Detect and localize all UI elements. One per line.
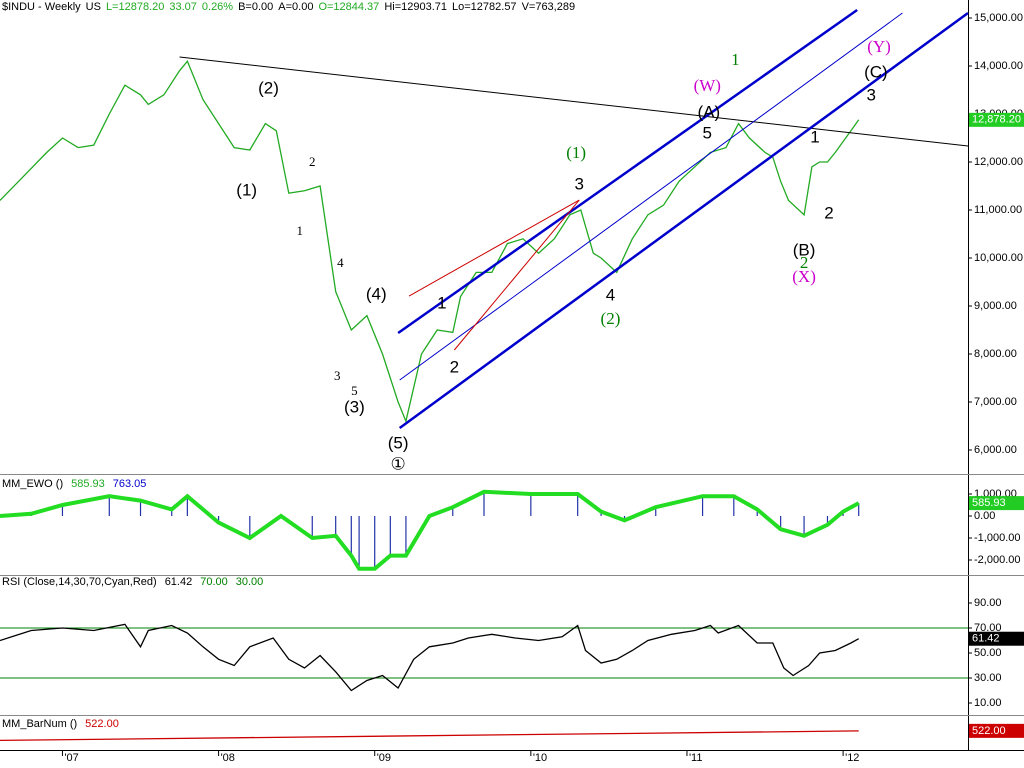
x-tick-label: '08 bbox=[221, 752, 235, 764]
trend-line bbox=[397, 8, 858, 335]
last-value-label: 12,878.20 bbox=[972, 114, 1021, 126]
last-value-box bbox=[969, 112, 1024, 127]
y-tick-label: 0.00 bbox=[974, 510, 995, 522]
wave-label: 3 bbox=[866, 85, 875, 104]
y-tick-label: -1,000.00 bbox=[974, 532, 1020, 544]
panel-legend: 585.93 bbox=[71, 478, 105, 490]
header-text: $INDU - Weekly bbox=[2, 1, 81, 13]
wave-label: (1) bbox=[236, 180, 257, 199]
trend-line bbox=[453, 199, 580, 351]
wave-label: (5) bbox=[388, 433, 409, 452]
header-text: A=0.00 bbox=[278, 1, 313, 13]
last-value-label: 585.93 bbox=[972, 497, 1006, 509]
series-line bbox=[0, 730, 859, 742]
wave-label: (1) bbox=[566, 143, 586, 162]
y-tick-label: 30.00 bbox=[974, 672, 1002, 684]
wave-label: ① bbox=[391, 454, 406, 473]
oscillator-line bbox=[0, 489, 860, 571]
wave-label: 4 bbox=[606, 285, 615, 304]
wave-label: 1 bbox=[297, 223, 304, 238]
x-tick-label: '11 bbox=[689, 752, 703, 764]
y-tick-label: 11,000.00 bbox=[974, 204, 1022, 216]
header-text: 0.26% bbox=[202, 1, 233, 13]
last-value-label: 61.42 bbox=[972, 633, 1000, 645]
trend-line bbox=[398, 11, 969, 430]
y-tick-label: 12,000.00 bbox=[974, 156, 1023, 168]
panel-legend: MM_EWO () bbox=[2, 478, 63, 490]
header-text: V=763,289 bbox=[522, 1, 576, 13]
wave-label: (A) bbox=[697, 102, 720, 121]
y-tick-label: 14,000.00 bbox=[974, 60, 1023, 72]
y-tick-label: 7,000.00 bbox=[974, 396, 1017, 408]
wave-label: 1 bbox=[810, 127, 819, 146]
wave-label: 3 bbox=[334, 368, 341, 383]
y-tick-label: 70.00 bbox=[974, 622, 1002, 634]
last-value-box bbox=[969, 496, 1024, 511]
wave-label: (W) bbox=[694, 76, 721, 95]
wave-label: 1 bbox=[437, 293, 446, 312]
wave-label: (C) bbox=[864, 62, 888, 81]
y-tick-label: 10,000.00 bbox=[974, 252, 1023, 264]
wave-label: 3 bbox=[575, 174, 584, 193]
trend-line bbox=[179, 56, 969, 147]
header-text: B=0.00 bbox=[238, 1, 273, 13]
y-tick-label: 50.00 bbox=[974, 647, 1002, 659]
wave-label: (X) bbox=[792, 267, 816, 286]
header-text: US bbox=[86, 1, 101, 13]
trend-line bbox=[399, 12, 903, 381]
panel: 90.00 70.00 50.00 30.00 10.00 RSI (Close,14,3… bbox=[0, 576, 1024, 709]
wave-label: 2 bbox=[800, 253, 809, 272]
trend-line bbox=[408, 199, 580, 297]
wave-label: 4 bbox=[337, 255, 344, 270]
header-text: L=12878.20 bbox=[106, 1, 164, 13]
panel-legend: 763.05 bbox=[113, 478, 147, 490]
wave-label: 2 bbox=[309, 154, 316, 169]
panel-legend: 30.00 bbox=[236, 576, 264, 588]
y-tick-label: 90.00 bbox=[974, 597, 1002, 609]
panel-legend: 61.42 bbox=[165, 576, 193, 588]
y-tick-label: 8,000.00 bbox=[974, 348, 1017, 360]
y-tick-label: -2,000.00 bbox=[974, 554, 1020, 566]
wave-label: 5 bbox=[703, 123, 712, 142]
wave-label: (Y) bbox=[867, 37, 891, 56]
header-text: Hi=12903.71 bbox=[384, 1, 447, 13]
wave-label: 2 bbox=[450, 357, 459, 376]
last-value-box bbox=[969, 723, 1024, 738]
header-text: O=12844.37 bbox=[318, 1, 379, 13]
panel: MM_BarNum () 522.00 522.00 '07 '08 '09 '10 '11 '… bbox=[0, 718, 1024, 764]
header-text: 33.07 bbox=[169, 1, 197, 13]
wave-label: 5 bbox=[351, 383, 358, 398]
x-tick-label: '10 bbox=[533, 752, 547, 764]
last-value-box bbox=[969, 631, 1024, 646]
panel-legend: 70.00 bbox=[200, 576, 228, 588]
y-tick-label: 9,000.00 bbox=[974, 300, 1017, 312]
last-value-label: 522.00 bbox=[972, 725, 1006, 737]
series-line bbox=[0, 623, 860, 692]
wave-label: (2) bbox=[258, 78, 279, 97]
y-tick-label: 6,000.00 bbox=[974, 444, 1017, 456]
wave-label: 1 bbox=[731, 50, 740, 69]
panel-legend: MM_BarNum () bbox=[2, 718, 77, 730]
panel-legend: 522.00 bbox=[85, 718, 119, 730]
panel-legend: RSI (Close,14,30,70,Cyan,Red) bbox=[2, 576, 157, 588]
y-tick-label: 15,000.00 bbox=[974, 12, 1023, 24]
series-line bbox=[0, 59, 860, 424]
wave-label: (4) bbox=[366, 284, 387, 303]
x-tick-label: '07 bbox=[64, 752, 78, 764]
x-tick-label: '12 bbox=[845, 752, 859, 764]
wave-label: (3) bbox=[344, 397, 365, 416]
panel: 6,000.00 7,000.00 8,000.00 9,000.00 10,000.0… bbox=[0, 8, 1024, 473]
y-tick-label: 10.00 bbox=[974, 697, 1002, 709]
wave-label: 2 bbox=[824, 203, 833, 222]
header-text: Lo=12782.57 bbox=[452, 1, 517, 13]
wave-label: (B) bbox=[793, 240, 816, 259]
wave-label: (2) bbox=[601, 309, 621, 328]
x-tick-label: '09 bbox=[377, 752, 391, 764]
